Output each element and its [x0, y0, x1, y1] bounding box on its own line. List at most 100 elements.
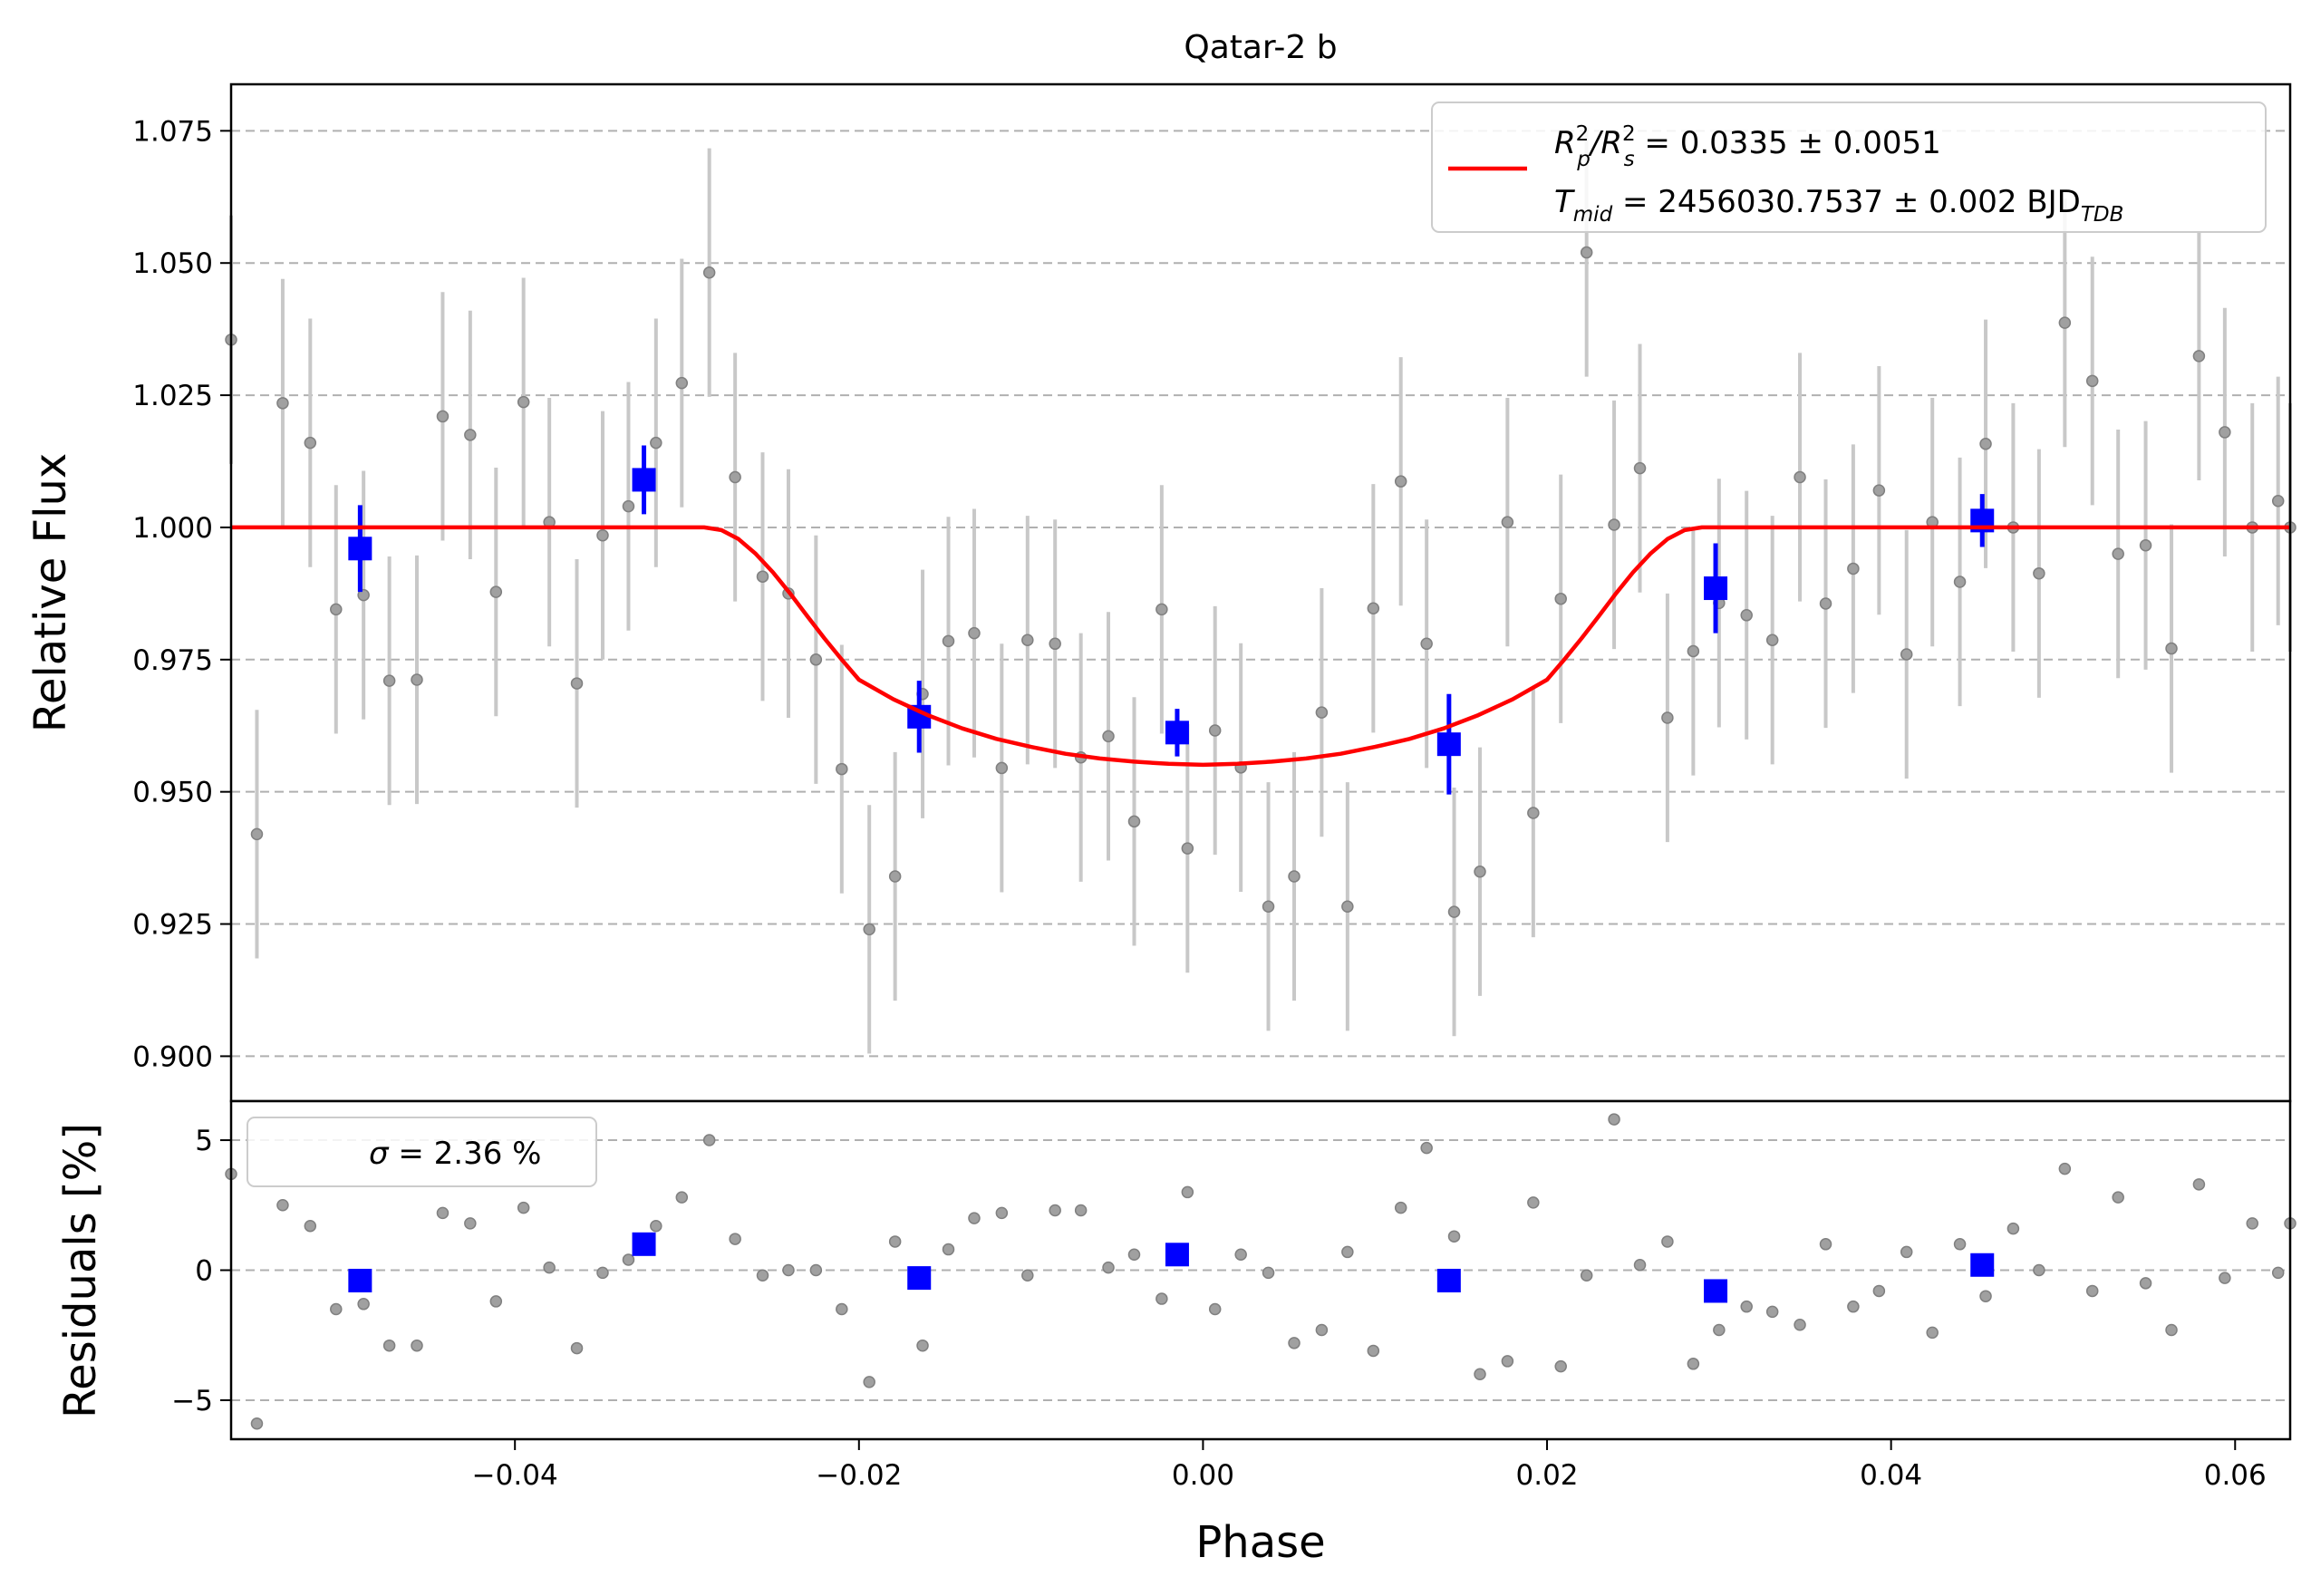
residual-raw-point — [622, 1253, 635, 1266]
raw-data-point — [2165, 642, 2178, 655]
residual-raw-point — [1900, 1245, 1913, 1259]
residual-raw-point — [1527, 1196, 1540, 1209]
raw-data-point — [1156, 603, 1168, 616]
raw-data-point — [517, 395, 530, 409]
x-tick-label: 0.04 — [1860, 1459, 1922, 1492]
raw-data-point — [2192, 350, 2206, 363]
bottom-y-tick-label: 5 — [195, 1125, 213, 1157]
residual-raw-point — [782, 1263, 795, 1277]
raw-data-point — [675, 376, 689, 390]
binned-data-point — [348, 537, 372, 561]
raw-data-point — [1262, 900, 1275, 914]
raw-data-point — [1527, 807, 1540, 819]
raw-data-point — [382, 674, 396, 687]
residual-raw-point — [596, 1266, 609, 1280]
residual-raw-point — [1049, 1204, 1061, 1217]
raw-data-point — [702, 266, 716, 279]
raw-data-point — [357, 588, 370, 602]
bottom-gridlines — [231, 1139, 2290, 1401]
residual-binned-point — [1165, 1243, 1189, 1267]
top-raw-points — [225, 128, 2296, 1054]
residual-raw-point — [1208, 1302, 1222, 1316]
residual-raw-point — [1102, 1261, 1115, 1274]
raw-data-point — [570, 677, 584, 690]
raw-data-point — [1127, 815, 1141, 828]
raw-data-point — [464, 429, 477, 441]
binned-data-point — [1704, 576, 1728, 601]
top-y-tick-label: 0.925 — [132, 909, 213, 942]
raw-data-point — [2033, 566, 2045, 580]
residual-raw-point — [1926, 1326, 1939, 1340]
residual-raw-point — [1447, 1230, 1461, 1243]
residual-raw-point — [968, 1212, 981, 1224]
residual-binned-point — [632, 1232, 656, 1256]
raw-data-point — [2112, 547, 2124, 560]
residual-raw-point — [1765, 1305, 1779, 1319]
raw-data-point — [1872, 484, 1886, 497]
top-y-tick-label: 0.900 — [132, 1040, 213, 1073]
residual-raw-point — [1608, 1113, 1620, 1126]
raw-data-point — [1687, 644, 1700, 658]
residual-raw-point — [1021, 1269, 1034, 1282]
raw-data-point — [836, 762, 848, 776]
raw-data-point — [1580, 246, 1593, 259]
residual-raw-point — [464, 1217, 477, 1230]
residual-raw-point — [1420, 1141, 1433, 1155]
residual-raw-point — [1580, 1269, 1593, 1282]
raw-data-point — [250, 827, 264, 841]
raw-data-point — [809, 653, 823, 666]
residual-raw-points — [225, 1113, 2296, 1430]
raw-data-point — [1554, 592, 1567, 605]
residual-raw-point — [1315, 1323, 1329, 1337]
x-tick-label: −0.04 — [472, 1459, 558, 1492]
raw-data-point — [2085, 374, 2099, 388]
raw-data-point — [1740, 609, 1753, 622]
residual-raw-point — [888, 1235, 902, 1248]
residual-binned-point — [1704, 1279, 1728, 1303]
residual-raw-point — [2085, 1284, 2099, 1298]
residual-raw-point — [1633, 1259, 1647, 1272]
top-legend-box — [1431, 102, 2267, 233]
raw-data-point — [1288, 870, 1301, 883]
residual-raw-point — [489, 1295, 503, 1308]
binned-data-point — [632, 468, 656, 492]
x-tick-label: −0.02 — [816, 1459, 902, 1492]
raw-data-point — [1208, 724, 1222, 737]
residual-raw-point — [304, 1219, 317, 1233]
residual-raw-point — [702, 1134, 716, 1146]
raw-data-point — [1953, 576, 1967, 588]
x-tick-label: 0.02 — [1516, 1459, 1579, 1492]
residual-raw-point — [330, 1302, 343, 1316]
residual-binned-points — [348, 1232, 1995, 1303]
raw-data-point — [1341, 900, 1354, 914]
residual-raw-point — [729, 1233, 741, 1245]
residual-raw-point — [1156, 1292, 1168, 1305]
raw-data-point — [1979, 438, 1992, 450]
residual-raw-point — [1661, 1235, 1674, 1248]
residual-raw-point — [1181, 1185, 1194, 1199]
residual-raw-point — [1713, 1323, 1726, 1337]
residual-raw-point — [1234, 1248, 1247, 1262]
top-y-tick-label: 1.050 — [132, 247, 213, 280]
raw-data-point — [1447, 905, 1461, 918]
residual-raw-point — [1794, 1319, 1806, 1331]
residual-raw-point — [543, 1261, 556, 1274]
bottom-legend: σ = 2.36 % — [247, 1117, 597, 1187]
raw-data-point — [330, 603, 343, 616]
binned-data-point — [1165, 721, 1189, 745]
raw-data-point — [1661, 711, 1674, 724]
raw-data-point — [995, 761, 1009, 775]
raw-data-point — [756, 570, 769, 583]
residual-raw-point — [1953, 1238, 1967, 1251]
residual-raw-point — [1288, 1337, 1301, 1349]
plot-title: Qatar-2 b — [1184, 29, 1337, 66]
residual-raw-point — [1262, 1266, 1275, 1280]
residual-raw-point — [916, 1339, 929, 1352]
binned-data-point — [1436, 732, 1461, 757]
raw-data-point — [2058, 316, 2072, 329]
raw-data-point — [596, 528, 609, 542]
raw-data-point — [1181, 842, 1194, 855]
residual-raw-point — [1341, 1245, 1354, 1259]
raw-data-point — [942, 634, 955, 648]
